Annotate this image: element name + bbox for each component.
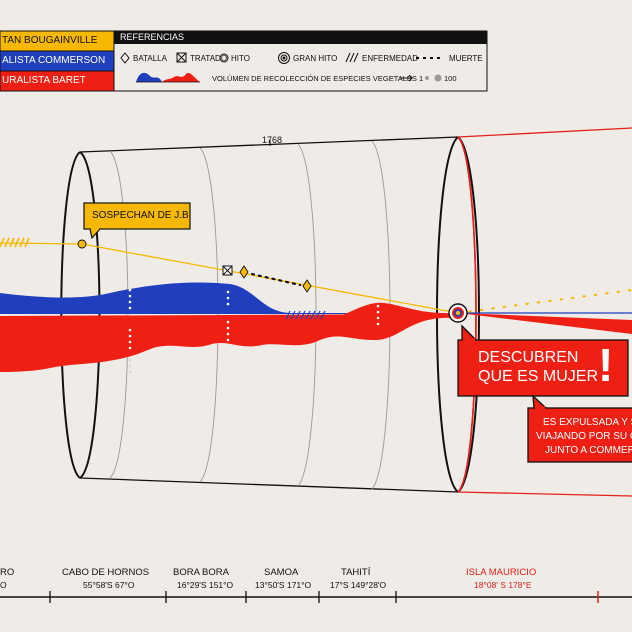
people-legend-shapes — [0, 30, 115, 92]
suspicion-callout-shape — [83, 202, 191, 240]
stream-gaps — [128, 358, 132, 374]
disease-hatch-commerson — [285, 310, 326, 320]
milestone-icon — [77, 239, 87, 249]
reference-icons — [120, 52, 444, 64]
volume-icon — [136, 72, 442, 83]
location-name-2: BORA BORA — [173, 567, 229, 578]
location-coords-5: 18°08' S 178°E — [474, 580, 532, 590]
diamond-icon — [120, 52, 130, 64]
location-coords-4: 17°S 149°28'O — [330, 580, 387, 590]
discovery-line-1: DESCUBREN — [478, 349, 579, 366]
discovery-callout-shape — [457, 324, 629, 397]
hatch-icon — [345, 52, 359, 63]
legend-commerson: ALISTA COMMERSON — [2, 55, 106, 66]
location-coords-3: 13°50'S 171°O — [255, 580, 312, 590]
ref-label-great-milestone: GRAN HITO — [293, 54, 338, 63]
ref-label-death: MUERTE — [449, 54, 483, 63]
expelled-callout-shape — [527, 394, 632, 463]
ref-scale-to: 100 — [444, 74, 457, 83]
location-name-1: CABO DE HORNOS — [62, 567, 150, 578]
ref-label-treaty: TRATADO — [190, 54, 228, 63]
stream-markers — [128, 288, 380, 350]
expelled-line-3: JUNTO A COMMER — [545, 445, 632, 456]
references-title: REFERENCIAS — [120, 32, 185, 42]
expelled-line-1: ES EXPULSADA Y S — [543, 417, 632, 428]
discovery-target-icon — [448, 303, 468, 323]
location-name-0: RO — [0, 567, 15, 578]
discovery-line-2: QUE ES MUJER — [478, 368, 599, 385]
ref-volume-label: VOLÚMEN DE RECOLECCIÓN DE ESPECIES VEGET… — [212, 74, 417, 83]
location-name-4: TAHITÍ — [341, 567, 371, 578]
year-label: 1768 — [262, 135, 283, 145]
battle-icon-2 — [302, 279, 312, 293]
commerson-stream — [0, 282, 446, 314]
location-coords-1: 55°58'S 67°O — [83, 580, 135, 590]
timeline-axis — [0, 591, 632, 603]
legend-bougainville: TAN BOUGAINVILLE — [2, 35, 98, 46]
bougainville-line — [0, 239, 632, 314]
baret-stream — [0, 314, 452, 372]
location-name-3: SAMOA — [264, 567, 299, 578]
ref-label-battle: BATALLA — [133, 54, 167, 63]
discovery-exclamation: ! — [598, 339, 614, 391]
legend-baret: URALISTA BARET — [2, 75, 86, 86]
circle-icon — [219, 53, 229, 63]
baret-tail — [458, 313, 632, 334]
location-coords-0: O — [0, 580, 7, 590]
ref-label-disease: ENFERMEDAD — [362, 54, 419, 63]
boxed-x-icon — [176, 52, 187, 63]
location-name-5: ISLA MAURICIO — [466, 567, 537, 578]
ref-label-milestone: HITO — [231, 54, 250, 63]
expelled-line-2: VIAJANDO POR SU C — [536, 431, 632, 442]
suspicion-callout: SOSPECHAN DE J.B — [92, 210, 189, 221]
baret-stream-upper — [0, 302, 452, 329]
target-icon — [278, 52, 290, 64]
ref-scale-from: 1 — [419, 74, 424, 83]
battle-icon — [239, 265, 249, 279]
location-coords-2: 16°29'S 151°O — [177, 580, 234, 590]
